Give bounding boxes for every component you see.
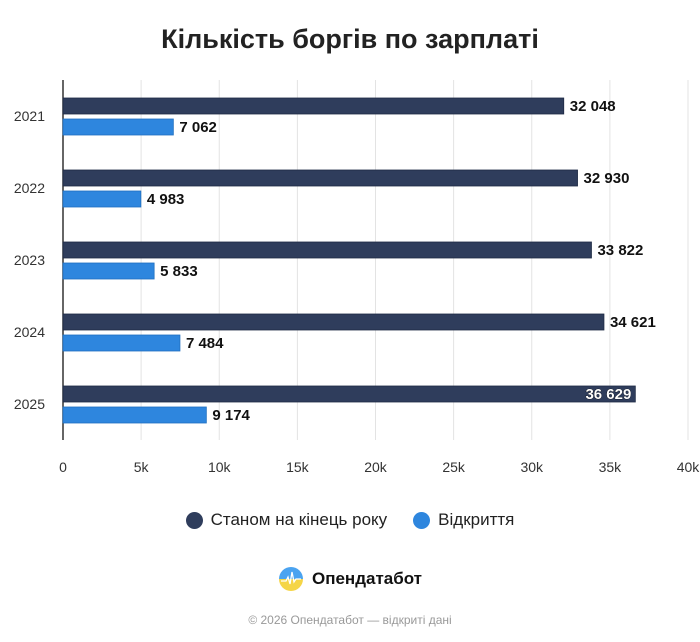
data-label: 32 048 xyxy=(570,98,616,115)
legend-label: Відкриття xyxy=(438,510,515,529)
data-label: 9 174 xyxy=(212,407,250,424)
y-tick-label: 2025 xyxy=(14,396,45,412)
legend-item-opened[interactable]: Відкриття xyxy=(413,510,514,530)
legend-swatch xyxy=(413,511,431,529)
chart-title: Кількість боргів по зарплаті xyxy=(161,24,539,54)
data-label: 36 629 xyxy=(585,386,631,403)
bar xyxy=(62,385,636,403)
x-tick-label: 5k xyxy=(134,459,150,475)
x-tick-label: 20k xyxy=(364,459,388,475)
data-label: 7 062 xyxy=(179,119,217,136)
data-label: 32 930 xyxy=(584,170,630,187)
bar-chart: 0 5k 10k 15k 20k 25k 30k 35k 40k 2021 32 048 7 062 2… xyxy=(14,80,700,475)
x-tick-label: 10k xyxy=(208,459,232,475)
data-label: 34 621 xyxy=(610,314,656,331)
bar xyxy=(62,313,605,331)
legend-item-end-of-year[interactable]: Станом на кінець року xyxy=(185,510,388,530)
legend-swatch xyxy=(185,511,203,529)
x-tick-label: 15k xyxy=(286,459,310,475)
data-label: 33 822 xyxy=(597,242,643,259)
data-label: 5 833 xyxy=(160,263,198,280)
bar xyxy=(62,118,174,136)
bar xyxy=(62,262,155,280)
x-tick-label: 35k xyxy=(599,459,623,475)
legend-label: Станом на кінець року xyxy=(210,510,388,529)
bar xyxy=(62,241,592,259)
bar xyxy=(62,169,578,187)
bar xyxy=(62,190,142,208)
bar xyxy=(62,334,181,352)
x-tick-label: 25k xyxy=(442,459,466,475)
y-tick-label: 2022 xyxy=(14,180,45,196)
bar xyxy=(62,406,207,424)
data-label: 7 484 xyxy=(186,335,224,352)
y-tick-label: 2024 xyxy=(14,324,45,340)
bar xyxy=(62,97,565,115)
legend: Станом на кінець року Відкриття xyxy=(0,510,700,530)
footer-copyright: © 2026 Опендатабот — відкриті дані xyxy=(248,613,452,627)
brand-name: Опендатабот xyxy=(311,569,423,588)
data-label: 4 983 xyxy=(147,191,185,208)
x-tick-label: 30k xyxy=(520,459,544,475)
brand-logo: Опендатабот xyxy=(0,566,700,592)
y-tick-label: 2023 xyxy=(14,252,45,268)
opendatabot-logo-icon xyxy=(278,567,303,591)
y-tick-label: 2021 xyxy=(14,108,45,124)
x-tick-label: 40k xyxy=(677,459,700,475)
x-tick-label: 0 xyxy=(59,459,67,475)
